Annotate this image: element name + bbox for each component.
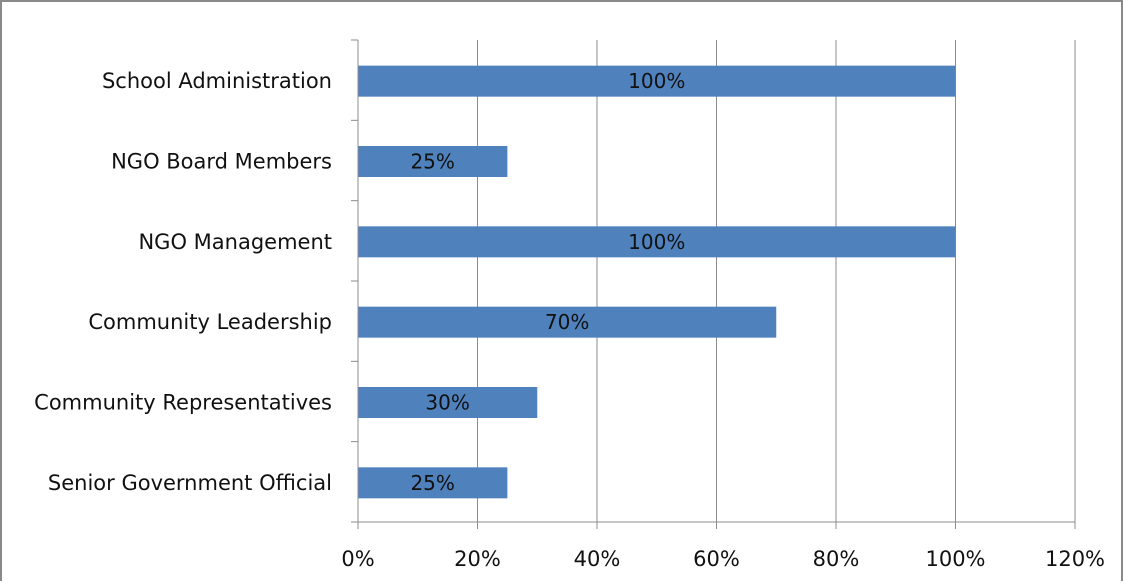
- category-label-0: School Administration: [102, 69, 332, 93]
- x-tick-label-6: 120%: [1045, 547, 1105, 571]
- bar-data-label-0: 100%: [628, 69, 685, 93]
- bar-data-label-3: 70%: [545, 310, 589, 334]
- bar-3: [358, 306, 777, 338]
- x-tick-label-4: 80%: [813, 547, 860, 571]
- category-label-5: Senior Government Official: [48, 471, 332, 495]
- category-label-1: NGO Board Members: [111, 150, 332, 174]
- x-tick-label-0: 0%: [341, 547, 374, 571]
- category-label-2: NGO Management: [138, 230, 332, 254]
- x-tick-label-3: 60%: [693, 547, 740, 571]
- bar-data-label-1: 25%: [410, 150, 454, 174]
- bar-5: [358, 467, 508, 499]
- x-tick-label-5: 100%: [925, 547, 985, 571]
- bar-4: [358, 387, 538, 418]
- bar-0: [358, 65, 956, 97]
- category-label-3: Community Leadership: [88, 310, 332, 334]
- bar-data-label-4: 30%: [425, 391, 469, 415]
- category-label-4: Community Representatives: [34, 391, 332, 415]
- bar-1: [358, 146, 508, 177]
- x-tick-label-1: 20%: [454, 547, 501, 571]
- bar-2: [358, 226, 956, 258]
- x-tick-label-2: 40%: [574, 547, 621, 571]
- bar-data-label-5: 25%: [410, 471, 454, 495]
- bar-data-label-2: 100%: [628, 230, 685, 254]
